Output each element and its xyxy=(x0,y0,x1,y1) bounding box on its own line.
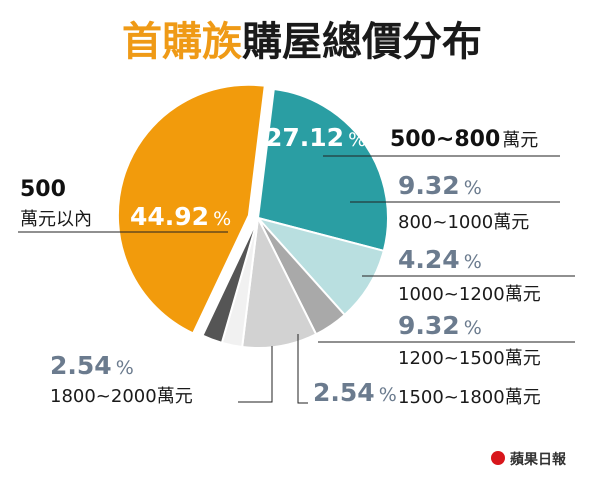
slice-value-unit-2: % xyxy=(464,251,482,273)
slice-value-number-0: 27.12 xyxy=(265,123,344,152)
pie-slice-1 xyxy=(255,216,386,317)
slice-value-4: 2.54% xyxy=(313,378,397,407)
slice-value-number-2: 4.24 xyxy=(398,245,460,274)
slice-value-number-5: 2.54 xyxy=(50,351,112,380)
pie-slices xyxy=(117,84,389,349)
leader-line-5 xyxy=(238,346,273,403)
slice-value-6: 44.92% xyxy=(130,202,231,231)
slice-value-5: 2.54% xyxy=(50,351,134,380)
chart-title-highlight: 首購族 xyxy=(122,19,242,65)
pie-slice-6 xyxy=(117,84,265,334)
pie-slice-0 xyxy=(256,87,389,253)
publisher-logo: 蘋果日報 xyxy=(491,451,567,468)
leader-lines xyxy=(18,155,575,404)
slice-value-unit-1: % xyxy=(464,177,482,199)
slice-value-number-3: 9.32 xyxy=(398,311,460,340)
slice-label-1: 800~1000萬元 xyxy=(398,212,529,233)
slice-value-number-6: 44.92 xyxy=(130,202,209,231)
slice-value-3: 9.32% xyxy=(398,311,482,340)
slice-label-4: 1500~1800萬元 xyxy=(398,387,541,408)
slice-label-unit-0: 萬元 xyxy=(502,130,538,151)
slice-value-unit-4: % xyxy=(379,384,397,406)
slice-labels: 27.12% 500~800 萬元 9.32 % 800~1000萬元 4.24 % 1000~… xyxy=(20,123,541,408)
logo-text: 蘋果日報 xyxy=(510,451,567,468)
slice-label-main-0: 500~800 xyxy=(390,127,500,152)
slice-label-2: 1000~1200萬元 xyxy=(398,284,541,305)
chart-title: 首購族購屋總價分布 xyxy=(122,19,482,65)
slice-label-0: 500~800 萬元 xyxy=(390,127,538,152)
slice-value-1: 9.32% xyxy=(398,171,482,200)
chart-title-rest: 購屋總價分布 xyxy=(242,19,482,65)
slice-value-unit-5: % xyxy=(116,357,134,379)
pie-slice-3 xyxy=(241,214,318,349)
slice-value-unit-0: % xyxy=(348,129,366,151)
slice-label-5: 1800~2000萬元 xyxy=(50,386,193,407)
slice-label-main-6: 500 xyxy=(20,177,66,202)
slice-label-unit-6: 萬元以內 xyxy=(20,209,92,230)
slice-value-unit-3: % xyxy=(464,317,482,339)
slice-value-2: 4.24% xyxy=(398,245,482,274)
slice-value-number-1: 9.32 xyxy=(398,171,460,200)
slice-label-3: 1200~1500萬元 xyxy=(398,348,541,369)
pie-slice-5 xyxy=(201,217,259,345)
apple-icon xyxy=(491,451,505,465)
leader-line-4 xyxy=(297,334,308,404)
slice-value-number-4: 2.54 xyxy=(313,378,375,407)
slice-value-unit-6: % xyxy=(213,208,231,230)
slice-value-0: 27.12% xyxy=(265,123,366,152)
